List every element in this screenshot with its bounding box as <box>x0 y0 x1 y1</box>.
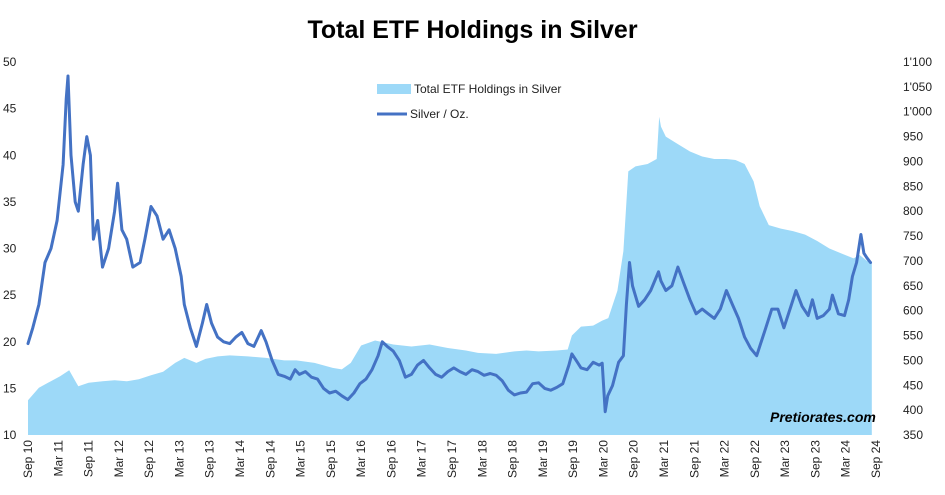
right-tick-label: 350 <box>903 428 923 442</box>
left-tick-label: 35 <box>3 195 17 209</box>
x-tick-label: Mar 22 <box>718 440 732 478</box>
right-tick-label: 800 <box>903 204 923 218</box>
legend: Total ETF Holdings in Silver Silver / Oz… <box>377 82 561 121</box>
etf-holdings-area-group <box>28 116 872 435</box>
x-tick-label: Mar 12 <box>112 440 126 478</box>
x-tick-label: Mar 17 <box>415 440 429 478</box>
right-tick-label: 700 <box>903 254 923 268</box>
x-tick-label: Sep 23 <box>808 440 822 478</box>
right-tick-label: 1'000 <box>903 105 932 119</box>
x-tick-label: Mar 20 <box>596 440 610 478</box>
x-tick-label: Mar 14 <box>233 440 247 478</box>
right-axis: 350 400 450 500 550 600 650 700 750 800 850 900 950 1… <box>903 55 932 442</box>
x-tick-label: Mar 16 <box>354 440 368 478</box>
left-tick-label: 50 <box>3 55 17 69</box>
right-tick-label: 900 <box>903 154 923 168</box>
right-tick-label: 400 <box>903 403 923 417</box>
x-tick-label: Mar 19 <box>536 440 550 478</box>
left-tick-label: 20 <box>3 335 17 349</box>
x-axis: Sep 10 Mar 11 Sep 11 Mar 12 Sep 12 Mar 13 Sep … <box>21 440 883 478</box>
x-tick-label: Mar 11 <box>51 440 65 477</box>
x-tick-label: Sep 11 <box>82 440 96 477</box>
x-tick-label: Sep 16 <box>384 440 398 478</box>
x-tick-label: Mar 23 <box>778 440 792 478</box>
x-tick-label: Mar 13 <box>172 440 186 478</box>
right-tick-label: 750 <box>903 229 923 243</box>
x-tick-label: Sep 13 <box>203 440 217 478</box>
right-tick-label: 1'100 <box>903 55 932 69</box>
right-tick-label: 650 <box>903 279 923 293</box>
right-tick-label: 450 <box>903 378 923 392</box>
right-tick-label: 500 <box>903 353 923 367</box>
x-tick-label: Mar 21 <box>657 440 671 478</box>
left-tick-label: 30 <box>3 242 17 256</box>
x-tick-label: Sep 17 <box>445 440 459 478</box>
legend-area-swatch <box>377 84 411 94</box>
left-tick-label: 40 <box>3 148 17 162</box>
x-tick-label: Sep 18 <box>506 440 520 478</box>
legend-area-label: Total ETF Holdings in Silver <box>414 82 561 96</box>
right-tick-label: 600 <box>903 304 923 318</box>
x-tick-label: Mar 24 <box>839 440 853 478</box>
silver-price-line-group <box>26 74 872 414</box>
x-tick-label: Sep 19 <box>566 440 580 478</box>
x-tick-label: Sep 21 <box>687 440 701 478</box>
left-axis: 10 15 20 25 30 35 40 45 50 <box>3 55 17 442</box>
right-tick-label: 1'050 <box>903 80 932 94</box>
left-tick-label: 45 <box>3 102 17 116</box>
x-tick-label: Mar 15 <box>294 440 308 478</box>
watermark-text: Pretiorates.com <box>770 409 876 425</box>
x-tick-label: Sep 10 <box>21 440 35 478</box>
left-tick-label: 10 <box>3 428 17 442</box>
legend-line-label: Silver / Oz. <box>410 107 469 121</box>
x-tick-label: Sep 20 <box>627 440 641 478</box>
silver-price-line <box>26 74 872 414</box>
right-tick-label: 550 <box>903 329 923 343</box>
etf-holdings-area <box>28 116 872 435</box>
x-tick-label: Sep 22 <box>748 440 762 478</box>
x-tick-label: Sep 24 <box>869 440 883 478</box>
left-tick-label: 15 <box>3 381 17 395</box>
x-tick-label: Sep 15 <box>324 440 338 478</box>
right-tick-label: 850 <box>903 179 923 193</box>
chart-title: Total ETF Holdings in Silver <box>307 16 638 44</box>
x-tick-label: Sep 12 <box>142 440 156 478</box>
right-tick-label: 950 <box>903 130 923 144</box>
x-tick-label: Sep 14 <box>263 440 277 478</box>
left-tick-label: 25 <box>3 288 17 302</box>
x-tick-label: Mar 18 <box>475 440 489 478</box>
